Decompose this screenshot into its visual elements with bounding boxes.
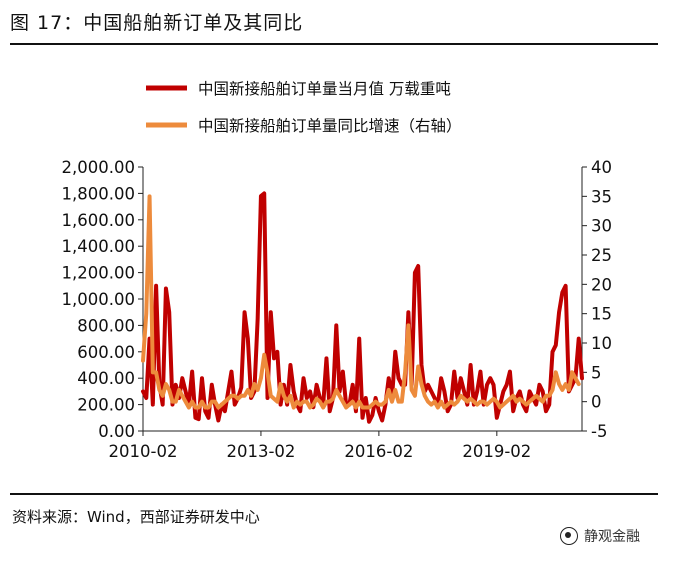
right-tick-label: 40	[591, 158, 612, 177]
left-tick-label: 2,000.00	[62, 158, 135, 177]
right-axis: -5 0 5 10 15 20 25 30 35 40	[581, 158, 612, 441]
left-tick-label: 1,000.00	[62, 290, 135, 309]
legend-item-yoy: 中国新接船舶订单量同比增速（右轴）	[146, 117, 462, 135]
left-axis: 0.00 200.00 400.00 600.00 800.00 1,000.00 1,20…	[62, 158, 144, 441]
legend-label-yoy: 中国新接船舶订单量同比增速（右轴）	[198, 117, 462, 135]
watermark-label: 静观金融	[584, 529, 640, 545]
top-divider	[10, 43, 658, 45]
right-tick-label: 0	[591, 393, 602, 412]
watermark: 静观金融	[560, 526, 640, 546]
x-tick-label: 2010-02	[109, 442, 178, 461]
left-tick-label: 600.00	[77, 343, 135, 362]
page-title: 图 17：中国船舶新订单及其同比	[10, 12, 304, 34]
x-tick-label: 2013-02	[226, 442, 295, 461]
x-axis: 2010-02 2013-02 2016-02 2019-02	[109, 430, 582, 461]
left-tick-label: 1,400.00	[62, 237, 135, 256]
legend: 中国新接船舶订单量当月值 万载重吨 中国新接船舶订单量同比增速（右轴）	[146, 80, 462, 135]
right-tick-label: 30	[591, 217, 612, 236]
watermark-logo-icon	[560, 527, 578, 545]
left-tick-label: 0.00	[98, 422, 135, 441]
right-tick-label: 5	[591, 363, 602, 382]
series-layer	[141, 191, 584, 424]
left-tick-label: 800.00	[77, 316, 135, 335]
left-tick-label: 400.00	[77, 369, 135, 388]
series-line-monthly-orders	[141, 191, 584, 424]
x-tick-label: 2016-02	[344, 442, 413, 461]
left-tick-label: 1,600.00	[62, 211, 135, 230]
legend-item-monthly: 中国新接船舶订单量当月值 万载重吨	[146, 80, 451, 98]
x-tick-label: 2019-02	[462, 442, 531, 461]
right-tick-label: 15	[591, 305, 612, 324]
right-tick-label: 20	[591, 275, 612, 294]
left-tick-label: 1,800.00	[62, 184, 135, 203]
series-line-yoy-growth	[141, 194, 581, 410]
chart: 中国新接船舶订单量当月值 万载重吨 中国新接船舶订单量同比增速（右轴） 0.00…	[62, 80, 612, 461]
source-note: 资料来源：Wind，西部证券研发中心	[12, 508, 260, 526]
left-tick-label: 1,200.00	[62, 264, 135, 283]
bottom-divider	[10, 493, 658, 495]
legend-label-monthly: 中国新接船舶订单量当月值 万载重吨	[198, 80, 451, 98]
right-tick-label: 10	[591, 334, 612, 353]
right-tick-label: 35	[591, 187, 612, 206]
right-tick-label: -5	[591, 422, 607, 441]
left-tick-label: 200.00	[77, 396, 135, 415]
right-tick-label: 25	[591, 246, 612, 265]
